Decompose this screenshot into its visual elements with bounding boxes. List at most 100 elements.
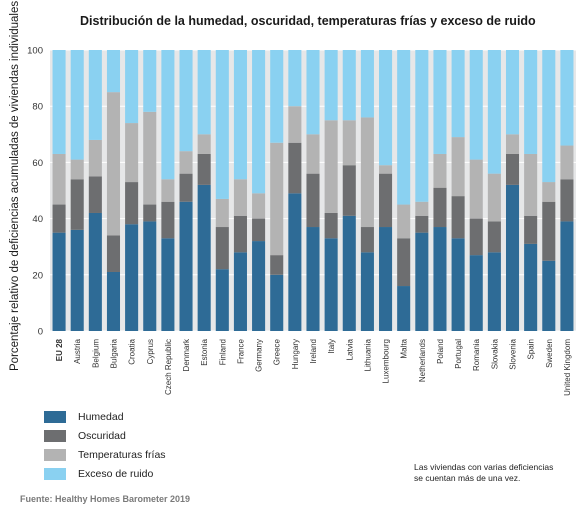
- bar-lithuania-temperaturas-fr-as: [360, 117, 374, 228]
- chart-note-line-2: se cuentan más de una vez.: [414, 473, 521, 483]
- bar-france-exceso-de-ruido: [233, 50, 247, 180]
- bar-greece-oscuridad: [270, 255, 284, 275]
- bar-czech-republic-temperaturas-fr-as: [161, 179, 175, 202]
- source-credit: Fuente: Healthy Homes Barometer 2019: [20, 494, 191, 504]
- bar-finland-exceso-de-ruido: [215, 50, 229, 199]
- bar-croatia-oscuridad: [125, 182, 139, 225]
- bar-austria-temperaturas-fr-as: [70, 159, 84, 180]
- bar-slovenia-humedad: [505, 184, 520, 331]
- bar-netherlands-temperaturas-fr-as: [415, 201, 429, 216]
- bar-germany-exceso-de-ruido: [252, 50, 266, 194]
- x-tick-label-finland: Finland: [218, 339, 227, 365]
- bar-slovakia-humedad: [487, 252, 501, 331]
- bar-finland-humedad: [215, 269, 229, 331]
- bar-denmark-oscuridad: [179, 173, 193, 202]
- bar-finland-temperaturas-fr-as: [215, 198, 229, 228]
- bar-france-temperaturas-fr-as: [233, 179, 247, 216]
- bar-hungary-temperaturas-fr-as: [288, 106, 302, 143]
- bar-croatia-humedad: [125, 224, 139, 331]
- x-tick-label-belgium: Belgium: [91, 339, 100, 368]
- bar-ireland-exceso-de-ruido: [306, 50, 320, 135]
- legend-swatch-temperaturas-fr-as: [44, 448, 66, 461]
- x-tick-label-croatia: Croatia: [128, 338, 137, 364]
- bar-austria-oscuridad: [70, 179, 84, 230]
- x-tick-label-romania: Romania: [472, 338, 481, 371]
- bar-netherlands-humedad: [415, 232, 429, 331]
- x-tick-label-united-kingdom: United Kingdom: [563, 339, 572, 396]
- bar-italy-temperaturas-fr-as: [324, 120, 338, 213]
- bar-romania-temperaturas-fr-as: [469, 159, 483, 219]
- y-tick-label-40: 40: [32, 214, 43, 225]
- bar-italy-oscuridad: [324, 212, 338, 239]
- bar-france-humedad: [233, 252, 247, 331]
- bar-lithuania-oscuridad: [360, 227, 374, 253]
- bar-sweden-humedad: [542, 260, 556, 331]
- bar-spain-humedad: [524, 243, 538, 331]
- bar-malta-oscuridad: [397, 238, 411, 287]
- legend-swatch-exceso-de-ruido: [44, 467, 66, 480]
- bar-poland-exceso-de-ruido: [433, 50, 447, 154]
- bar-france-oscuridad: [233, 215, 247, 253]
- legend-swatch-oscuridad: [44, 429, 66, 442]
- bar-latvia-exceso-de-ruido: [342, 50, 356, 121]
- x-tick-label-slovenia: Slovenia: [509, 338, 518, 369]
- chart-legend: Humedad Oscuridad Temperaturas frías Exceso…: [44, 407, 166, 483]
- bar-bulgaria-oscuridad: [106, 235, 121, 272]
- bar-spain-temperaturas-fr-as: [524, 153, 538, 216]
- x-tick-label-latvia: Latvia: [345, 338, 354, 360]
- bar-denmark-temperaturas-fr-as: [179, 151, 193, 174]
- x-tick-label-austria: Austria: [73, 338, 82, 363]
- bar-eu-28-temperaturas-fr-as: [52, 153, 66, 205]
- bar-slovakia-temperaturas-fr-as: [487, 173, 501, 222]
- bar-austria-humedad: [70, 229, 84, 331]
- legend-label-humedad: Humedad: [78, 410, 124, 423]
- bar-finland-oscuridad: [215, 227, 229, 270]
- y-tick-label-80: 80: [32, 102, 43, 113]
- bar-spain-exceso-de-ruido: [524, 50, 538, 154]
- x-tick-label-eu-28: EU 28: [55, 338, 64, 361]
- bar-luxembourg-temperaturas-fr-as: [379, 165, 393, 174]
- y-tick-label-60: 60: [32, 158, 43, 169]
- bar-greece-humedad: [270, 274, 284, 331]
- bar-belgium-humedad: [88, 212, 102, 331]
- bar-poland-humedad: [433, 227, 447, 331]
- bar-united-kingdom-humedad: [560, 221, 574, 331]
- chart-title: Distribución de la humedad, oscuridad, t…: [80, 14, 536, 28]
- x-tick-label-germany: Germany: [255, 339, 264, 372]
- bar-germany-oscuridad: [252, 218, 266, 242]
- x-tick-label-greece: Greece: [273, 338, 282, 365]
- legend-label-temperaturas-fr-as: Temperaturas frías: [78, 448, 166, 461]
- bar-denmark-exceso-de-ruido: [179, 50, 193, 152]
- bar-sweden-exceso-de-ruido: [542, 50, 556, 183]
- bar-portugal-oscuridad: [451, 196, 465, 239]
- legend-label-exceso-de-ruido: Exceso de ruido: [78, 467, 154, 480]
- bar-hungary-exceso-de-ruido: [288, 50, 302, 107]
- legend-label-oscuridad: Oscuridad: [78, 429, 126, 442]
- bar-netherlands-exceso-de-ruido: [415, 50, 429, 202]
- x-tick-label-lithuania: Lithuania: [363, 338, 372, 371]
- bar-estonia-humedad: [197, 184, 211, 331]
- x-tick-label-czech-republic: Czech Republic: [164, 339, 173, 395]
- bar-poland-oscuridad: [433, 187, 447, 228]
- bar-luxembourg-oscuridad: [379, 173, 393, 228]
- bar-spain-oscuridad: [524, 215, 538, 244]
- y-tick-label-100: 100: [27, 46, 43, 57]
- bar-germany-humedad: [252, 241, 266, 331]
- bar-romania-humedad: [469, 255, 483, 331]
- x-tick-label-slovakia: Slovakia: [490, 338, 499, 369]
- bar-belgium-temperaturas-fr-as: [88, 139, 102, 177]
- x-tick-label-spain: Spain: [527, 339, 536, 359]
- bar-greece-temperaturas-fr-as: [270, 142, 284, 256]
- bar-hungary-humedad: [288, 193, 302, 331]
- bar-united-kingdom-exceso-de-ruido: [560, 50, 574, 146]
- bar-sweden-oscuridad: [542, 201, 556, 261]
- legend-item-humedad: Humedad: [44, 407, 166, 426]
- bar-belgium-exceso-de-ruido: [88, 50, 102, 140]
- bar-estonia-oscuridad: [197, 153, 211, 185]
- bar-poland-temperaturas-fr-as: [433, 153, 447, 188]
- y-tick-label-0: 0: [38, 327, 43, 338]
- bar-slovenia-temperaturas-fr-as: [505, 134, 520, 154]
- bar-bulgaria-humedad: [106, 271, 121, 331]
- bar-czech-republic-oscuridad: [161, 201, 175, 239]
- bar-greece-exceso-de-ruido: [270, 50, 284, 143]
